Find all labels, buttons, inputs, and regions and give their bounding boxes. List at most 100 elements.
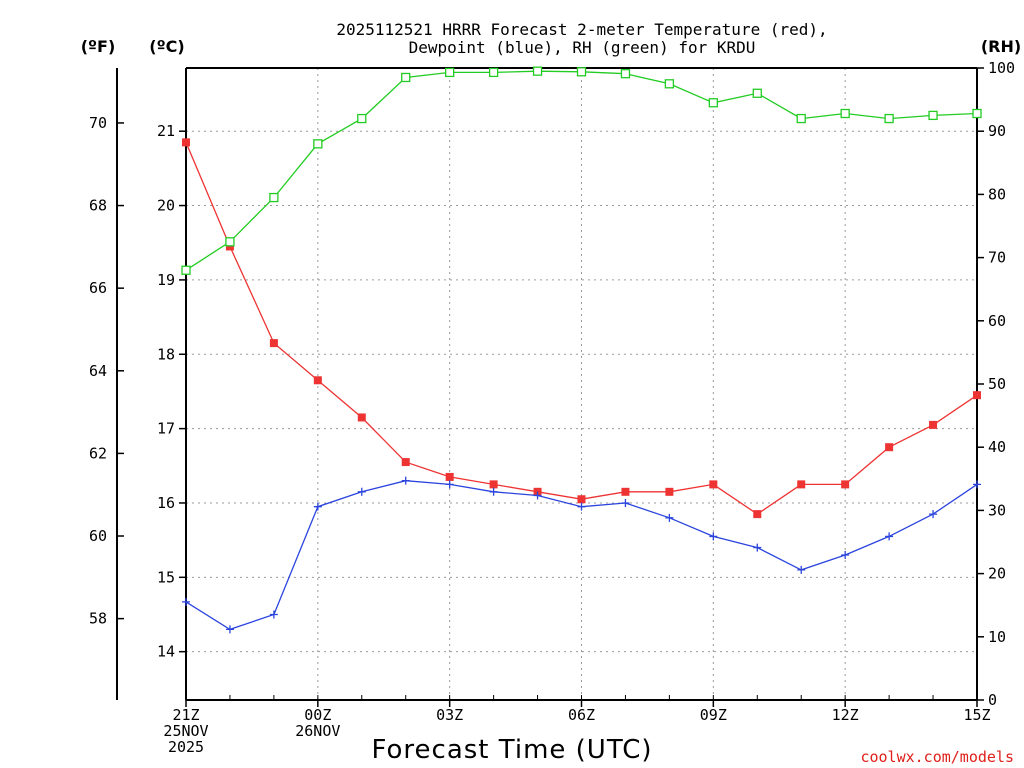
x-tick-label: 2025: [168, 738, 204, 756]
temperature-point: [269, 339, 278, 348]
rh-point: [445, 67, 455, 78]
rh-point: [664, 79, 675, 89]
celsius-tick-label: 18: [157, 345, 175, 363]
celsius-tick-label: 15: [157, 568, 175, 586]
temperature-point: [797, 480, 806, 489]
temperature-point: [357, 413, 366, 422]
rh-axis-label: (RH): [981, 37, 1021, 56]
temperature-point: [401, 458, 410, 467]
temperature-point: [313, 376, 322, 385]
rh-tick-label: 60: [988, 312, 1006, 330]
x-tick-label: 06Z: [568, 706, 595, 724]
temperature-point: [489, 480, 498, 489]
rh-point: [884, 113, 894, 124]
temperature-point: [621, 487, 630, 496]
temperature-point: [929, 420, 938, 429]
celsius-tick-label: 14: [157, 643, 175, 661]
rh-point: [840, 108, 850, 119]
axes: [116, 67, 984, 707]
fahrenheit-tick-label: 70: [89, 114, 107, 132]
rh-tick-label: 70: [988, 249, 1006, 267]
rh-tick-label: 0: [988, 691, 997, 709]
temperature-point: [885, 443, 894, 452]
x-tick-label: 00Z: [304, 706, 331, 724]
fahrenheit-tick-label: 64: [89, 362, 107, 380]
x-axis-title: Forecast Time (UTC): [371, 735, 652, 765]
chart-title-line1: 2025112521 HRRR Forecast 2-meter Tempera…: [336, 20, 827, 39]
temperature-point: [445, 472, 454, 481]
rh-point: [576, 67, 587, 77]
x-tick-label: 12Z: [832, 706, 859, 724]
dewpoint-point: [357, 487, 366, 496]
dewpoint-point: [533, 491, 542, 500]
celsius-tick-label: 21: [157, 122, 175, 140]
rh-tick-label: 100: [988, 59, 1015, 77]
dewpoint-point: [182, 597, 190, 606]
rh-tick-label: 10: [988, 628, 1006, 646]
fahrenheit-tick-label: 62: [89, 444, 107, 462]
rh-tick-label: 30: [988, 501, 1006, 519]
temperature-point: [753, 510, 762, 519]
dewpoint-point: [885, 532, 894, 541]
rh-point: [532, 66, 543, 76]
x-tick-label: 15Z: [963, 706, 990, 724]
celsius-tick-label: 17: [157, 420, 175, 438]
temperature-point: [973, 391, 981, 400]
chart-title-line2: Dewpoint (blue), RH (green) for KRDU: [409, 38, 756, 57]
rh-tick-label: 40: [988, 438, 1006, 456]
rh-tick-label: 20: [988, 565, 1006, 583]
fahrenheit-tick-label: 58: [89, 610, 107, 628]
dewpoint-point: [797, 565, 806, 574]
credit-link[interactable]: coolwx.com/models: [860, 748, 1014, 766]
fahrenheit-axis-label: (ºF): [81, 37, 116, 56]
dewpoint-point: [313, 502, 322, 511]
rh-point: [488, 67, 499, 78]
celsius-tick-label: 20: [157, 197, 175, 215]
x-tick-label: 26NOV: [295, 722, 340, 740]
dewpoint-point: [269, 610, 278, 619]
rh-point: [269, 192, 279, 203]
x-tick-label: 21Z: [172, 706, 199, 724]
dewpoint-point: [577, 502, 586, 511]
temperature-point: [709, 480, 718, 489]
temperature-point: [577, 495, 586, 504]
rh-point: [708, 98, 718, 108]
temperature-point: [841, 480, 850, 489]
temperature-point: [182, 138, 190, 147]
rh-point: [928, 110, 938, 121]
data-series: [181, 66, 982, 634]
temperature-point: [665, 487, 674, 496]
rh-point: [972, 108, 982, 119]
rh-tick-label: 90: [988, 122, 1006, 140]
fahrenheit-tick-label: 66: [89, 279, 107, 297]
celsius-axis-label: (ºC): [149, 37, 184, 56]
rh-point: [796, 113, 806, 124]
rh-point: [357, 113, 367, 124]
dewpoint-point: [489, 487, 498, 496]
fahrenheit-tick-label: 60: [89, 527, 107, 545]
dewpoint-point: [225, 625, 234, 634]
celsius-tick-label: 16: [157, 494, 175, 512]
dewpoint-point: [753, 543, 762, 552]
rh-point: [620, 69, 631, 79]
rh-point: [181, 265, 191, 275]
rh-point: [401, 72, 411, 83]
fahrenheit-tick-label: 68: [89, 197, 107, 215]
dewpoint-point: [401, 476, 410, 485]
rh-point: [752, 88, 762, 98]
rh-point: [225, 237, 235, 247]
dewpoint-point: [841, 551, 850, 560]
dewpoint-point: [973, 480, 981, 489]
x-tick-label: 03Z: [436, 706, 463, 724]
dewpoint-point: [621, 498, 630, 507]
dewpoint-point: [709, 532, 718, 541]
x-tick-label: 25NOV: [163, 722, 208, 740]
dewpoint-point: [929, 510, 938, 519]
dewpoint-point: [665, 513, 674, 522]
x-tick-label: 09Z: [700, 706, 727, 724]
rh-point: [313, 139, 323, 149]
dewpoint-point: [445, 480, 454, 489]
